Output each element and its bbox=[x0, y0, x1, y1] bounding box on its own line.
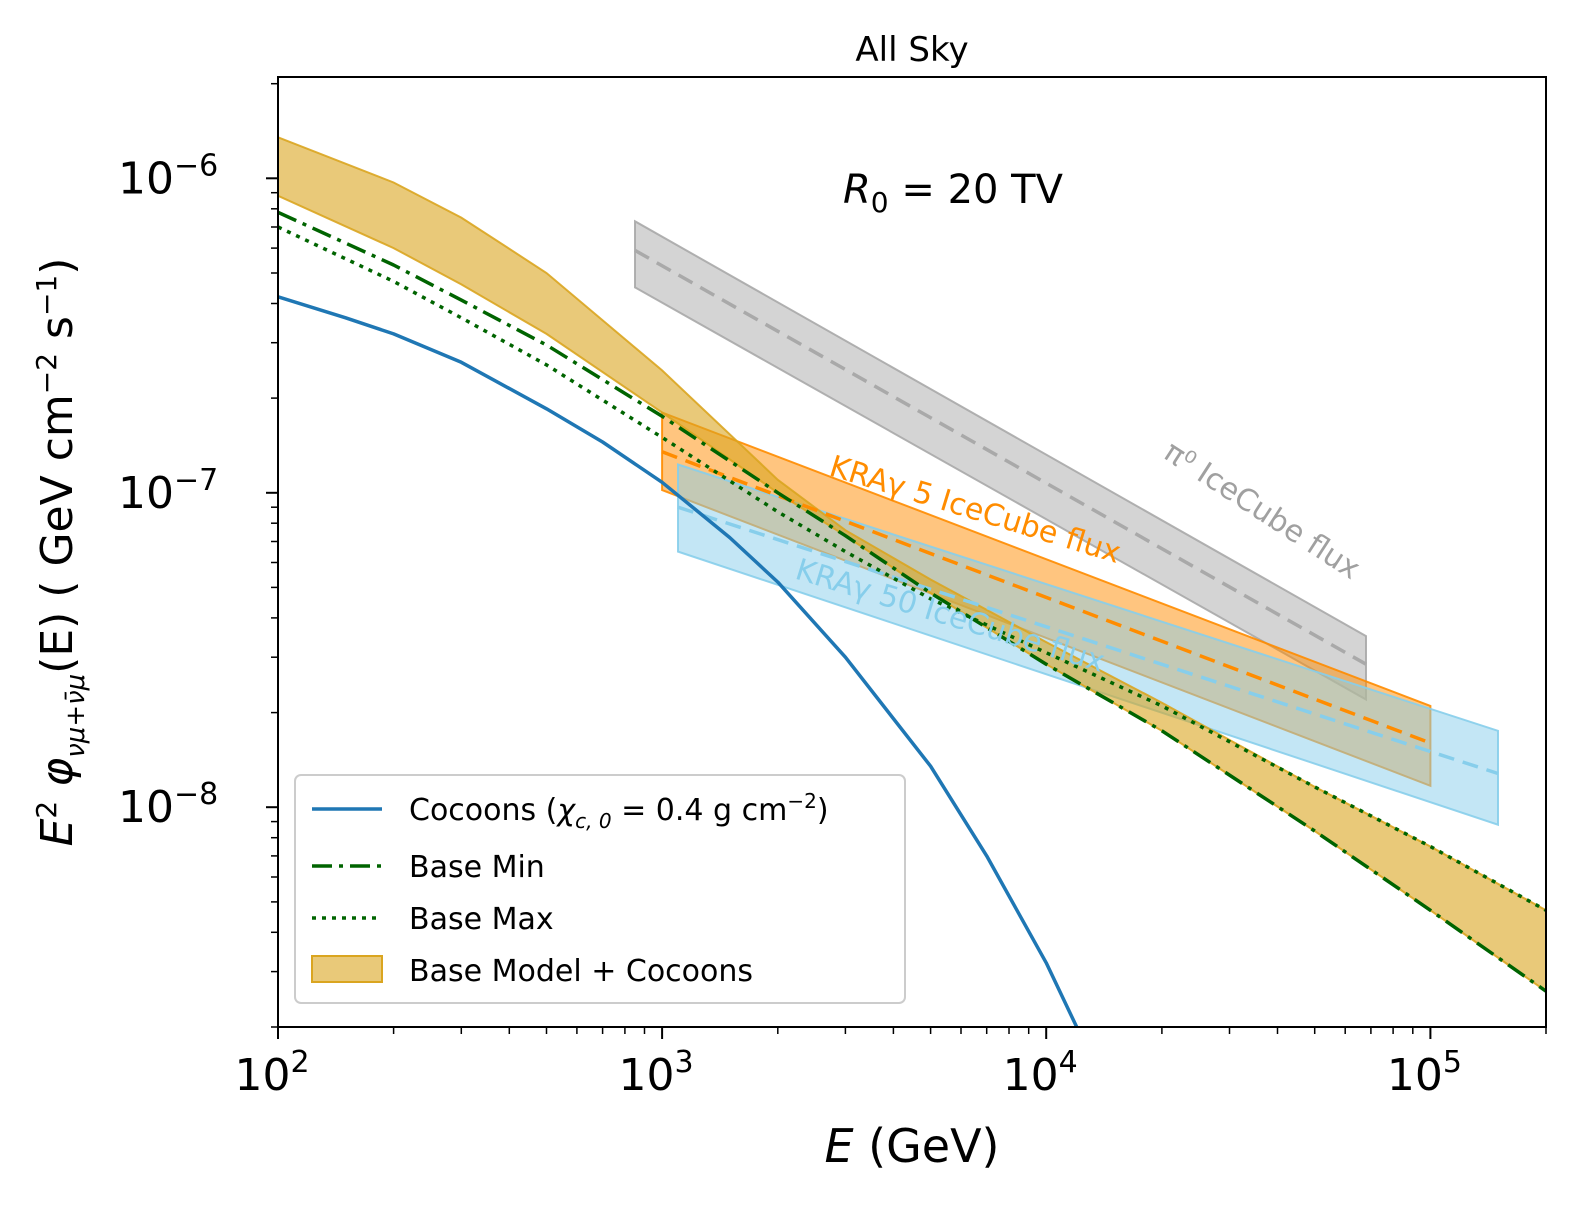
legend-label-base-model: Base Model + Cocoons bbox=[409, 954, 753, 989]
y-axis-label: E2 φνμ+ν̄μ(E) ( GeV cm−2 s−1) bbox=[30, 258, 91, 847]
y-axis-phi: φ bbox=[32, 758, 83, 801]
r0-sub: 0 bbox=[871, 186, 889, 219]
legend-cocoons-end: ) bbox=[817, 793, 829, 828]
x-tick-base: 10 bbox=[234, 1050, 290, 1101]
r0-annotation: R0 = 20 TV bbox=[843, 167, 1064, 219]
y-tick-exp: −7 bbox=[174, 463, 218, 498]
x-tick-exp: 5 bbox=[1443, 1045, 1462, 1080]
x-axis-label: E (GeV) bbox=[824, 1119, 999, 1173]
r0-symbol: R bbox=[843, 167, 871, 213]
x-ticks-layer: 102 103 104 105 bbox=[234, 1027, 1547, 1101]
legend-label-cocoons: Cocoons (χc, 0 = 0.4 g cm−2) bbox=[409, 789, 829, 833]
x-tick-base: 10 bbox=[1003, 1050, 1059, 1101]
x-tick-label: 103 bbox=[619, 1045, 694, 1101]
legend-label-base-max: Base Max bbox=[409, 902, 554, 937]
plot-frame bbox=[277, 76, 1547, 1028]
x-tick-label: 105 bbox=[1387, 1045, 1462, 1101]
y-ticks-layer: 10−810−710−6 bbox=[118, 82, 278, 1028]
y-axis-arg: (E) ( GeV cm bbox=[32, 394, 83, 674]
y-tick-base: 10 bbox=[118, 153, 174, 204]
y-tick-label: 10−7 bbox=[118, 463, 218, 519]
y-axis-e-sup: 2 bbox=[30, 801, 63, 819]
y-axis-close: ) bbox=[32, 258, 83, 275]
lines-layer bbox=[278, 210, 1546, 1027]
legend-cocoons-rest: = 0.4 g cm bbox=[612, 793, 788, 828]
line-base-min bbox=[278, 210, 1546, 993]
legend: Cocoons (χc, 0 = 0.4 g cm−2) Base Min Ba… bbox=[294, 774, 906, 1004]
x-tick-base: 10 bbox=[1387, 1050, 1443, 1101]
y-tick-base: 10 bbox=[118, 468, 174, 519]
legend-label-base-min: Base Min bbox=[409, 850, 545, 885]
legend-box bbox=[294, 774, 906, 1004]
legend-cocoons-chi: χ bbox=[555, 793, 576, 828]
y-tick-exp: −6 bbox=[174, 148, 218, 183]
legend-cocoons-sup: −2 bbox=[787, 789, 816, 813]
legend-swatch-base-model bbox=[311, 955, 383, 983]
y-tick-label: 10−6 bbox=[118, 148, 218, 204]
x-axis-unit: (GeV) bbox=[854, 1119, 1000, 1173]
x-tick-label: 104 bbox=[1003, 1045, 1078, 1101]
band-central-pi0-icecube-band bbox=[634, 248, 1367, 666]
x-tick-base: 10 bbox=[619, 1050, 675, 1101]
y-tick-label: 10−8 bbox=[118, 777, 218, 833]
band-central-kragamma-50-icecube-band bbox=[677, 505, 1499, 776]
line-cocoons-c-0-0-4-g-cm-2 bbox=[278, 295, 1079, 1027]
y-axis-e: E bbox=[32, 818, 83, 846]
y-axis-cm-sup: −2 bbox=[30, 353, 63, 394]
y-axis-s-sup: −1 bbox=[30, 275, 63, 316]
r0-value: = 20 TV bbox=[889, 167, 1064, 213]
band-base-model-cocoons bbox=[278, 136, 1546, 993]
legend-cocoons-sub: c, 0 bbox=[575, 809, 611, 833]
x-tick-exp: 2 bbox=[290, 1045, 309, 1080]
chart-title: All Sky bbox=[855, 30, 968, 70]
x-axis-var: E bbox=[824, 1119, 853, 1173]
x-tick-exp: 3 bbox=[675, 1045, 694, 1080]
legend-cocoons-text: Cocoons ( bbox=[409, 793, 557, 828]
x-tick-exp: 4 bbox=[1059, 1045, 1078, 1080]
x-tick-label: 102 bbox=[234, 1045, 309, 1101]
y-tick-base: 10 bbox=[118, 782, 174, 833]
y-axis-phi-sub: νμ+ν̄μ bbox=[61, 674, 91, 758]
y-tick-exp: −8 bbox=[174, 777, 218, 812]
y-axis-s: s bbox=[32, 316, 83, 353]
